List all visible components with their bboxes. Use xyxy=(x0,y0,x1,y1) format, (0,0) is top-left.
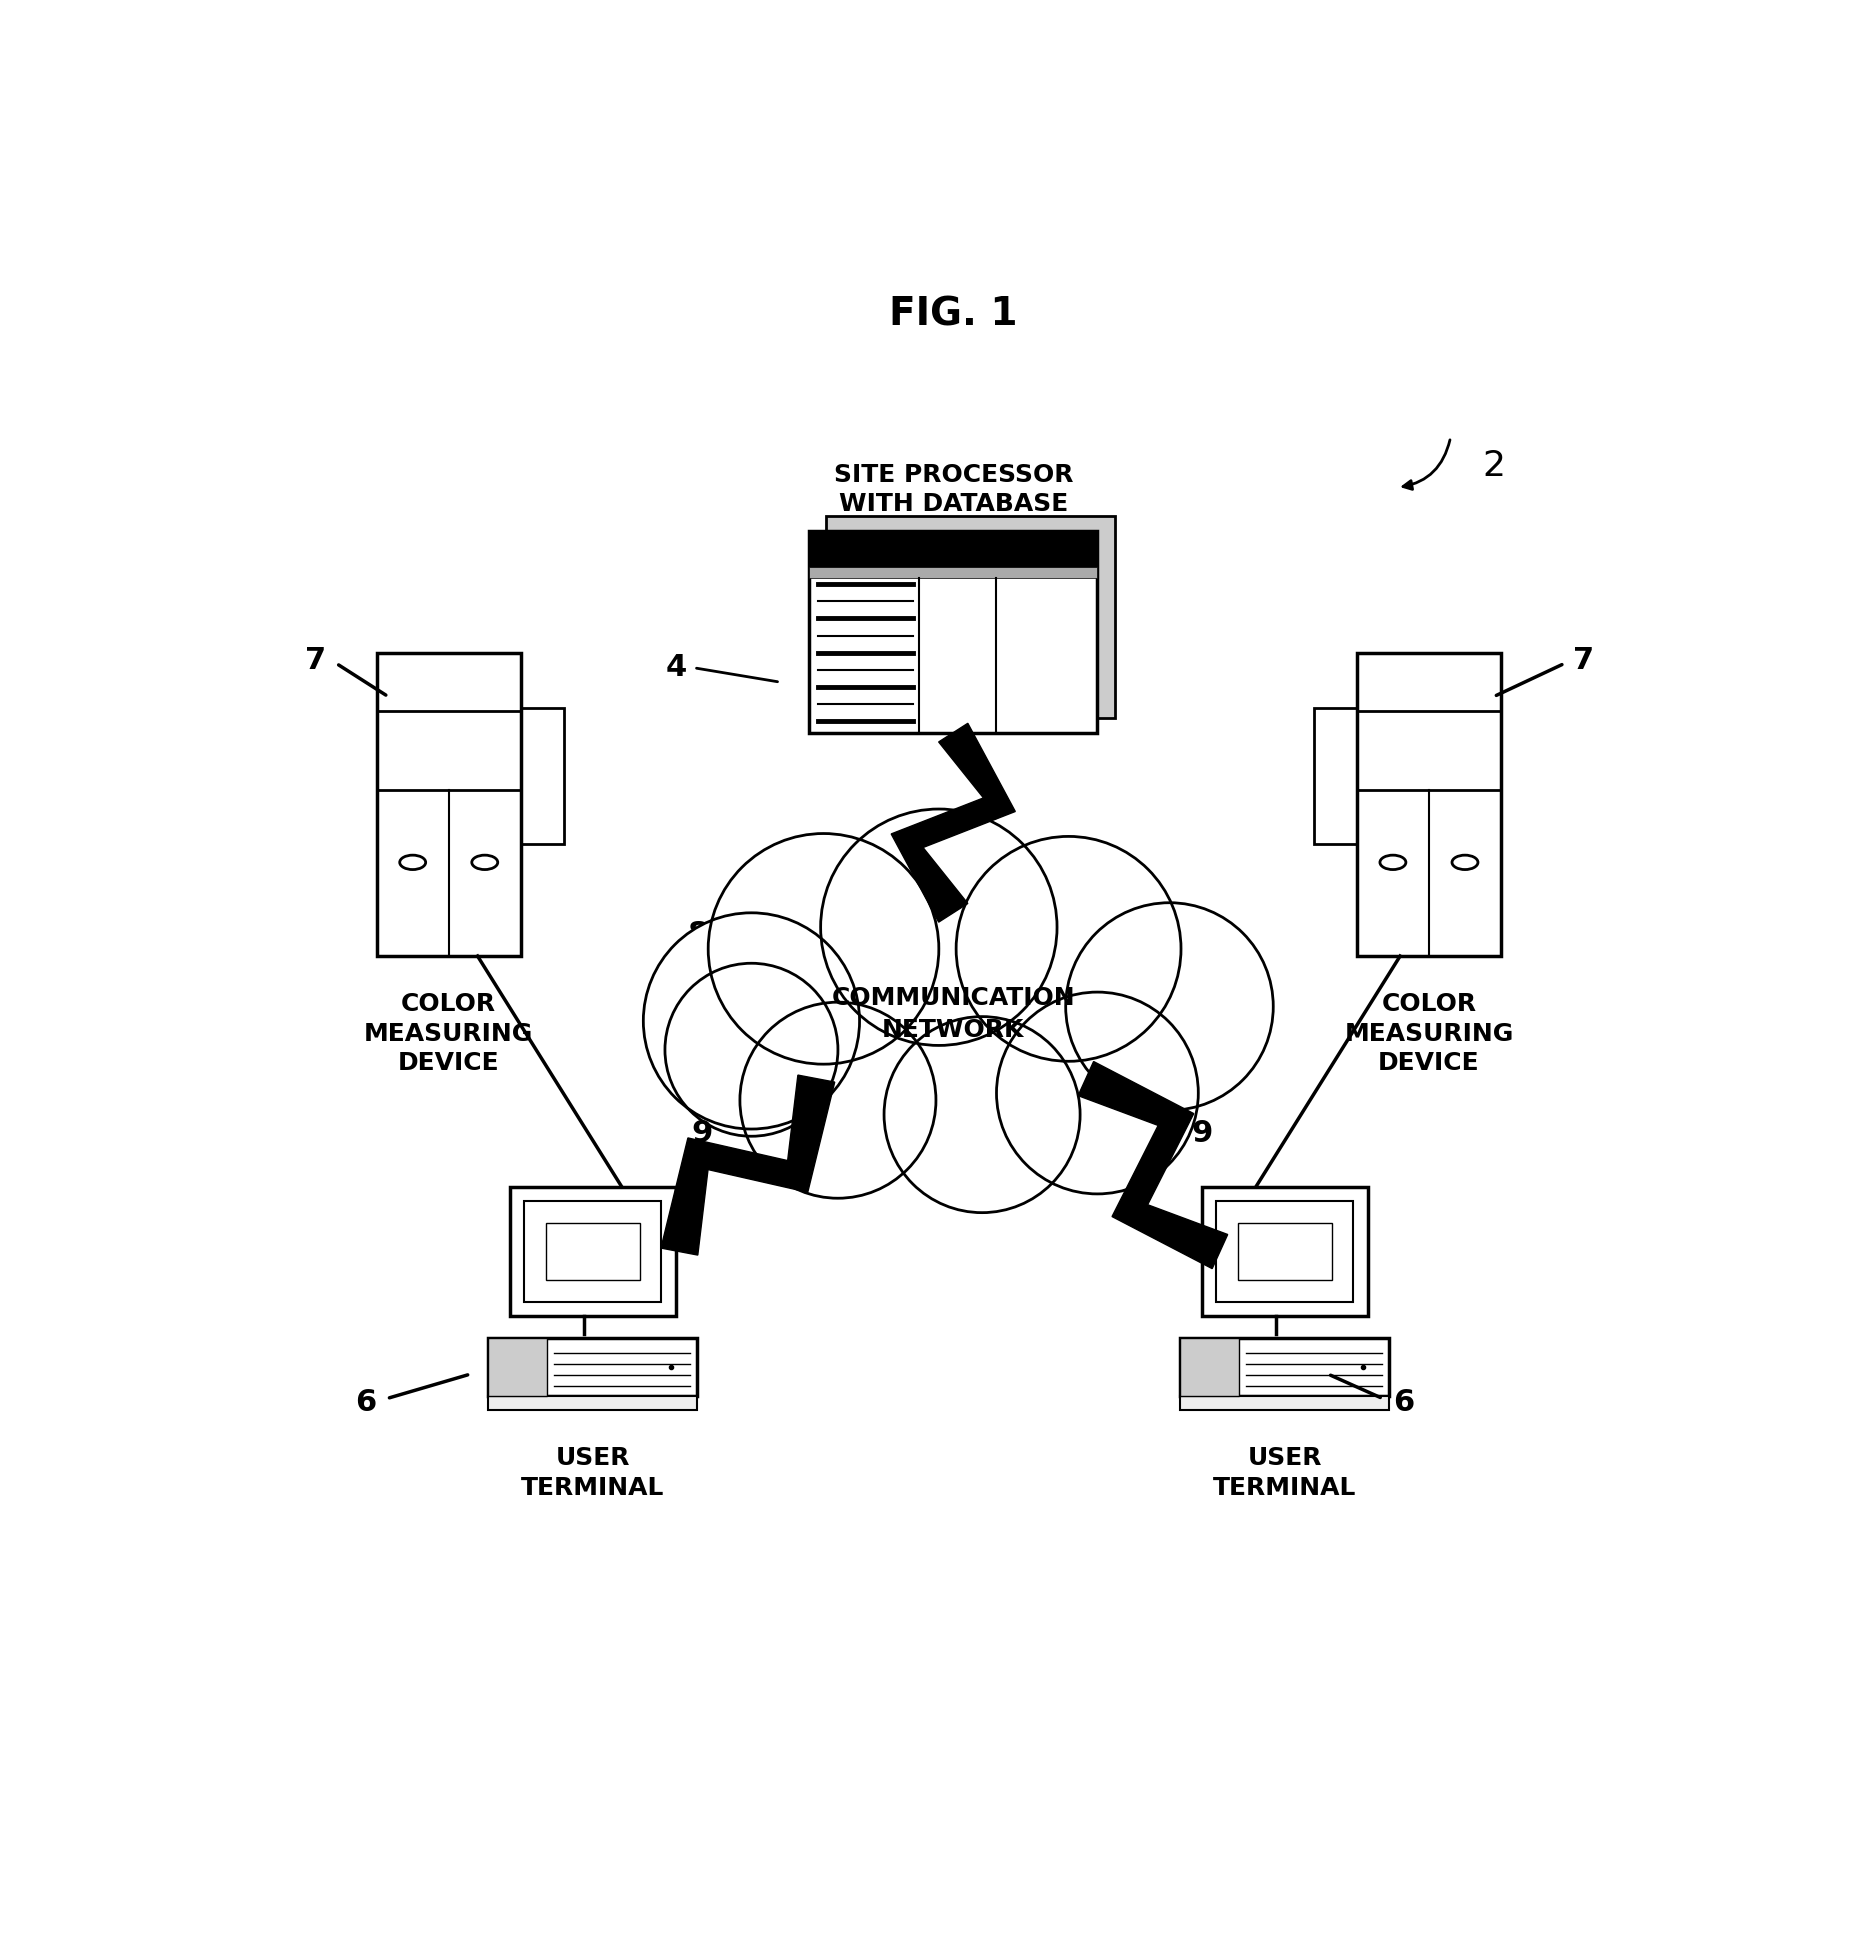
Circle shape xyxy=(1066,902,1274,1111)
Text: 9: 9 xyxy=(1190,1119,1213,1148)
Ellipse shape xyxy=(1380,856,1406,869)
Bar xyxy=(826,517,1114,718)
Text: USER
TERMINAL: USER TERMINAL xyxy=(521,1446,664,1500)
Text: USER
TERMINAL: USER TERMINAL xyxy=(1213,1446,1356,1500)
Bar xyxy=(489,1396,698,1409)
Bar xyxy=(1181,1338,1389,1396)
Circle shape xyxy=(884,1016,1081,1212)
Text: 2: 2 xyxy=(1482,449,1505,482)
Text: FIG. 1: FIG. 1 xyxy=(889,296,1017,333)
Circle shape xyxy=(709,834,939,1065)
Circle shape xyxy=(740,1003,936,1198)
Text: COLOR
MEASURING
DEVICE: COLOR MEASURING DEVICE xyxy=(1345,991,1514,1076)
Ellipse shape xyxy=(472,856,498,869)
Bar xyxy=(525,1200,662,1303)
Text: 6: 6 xyxy=(1393,1388,1414,1417)
Text: COLOR
MEASURING
DEVICE: COLOR MEASURING DEVICE xyxy=(365,991,534,1076)
Text: 4: 4 xyxy=(666,652,686,681)
Text: COMMUNICATION
NETWORK: COMMUNICATION NETWORK xyxy=(831,985,1075,1042)
Bar xyxy=(489,1338,547,1396)
Text: 7: 7 xyxy=(305,647,326,676)
Bar xyxy=(1181,1396,1389,1409)
Ellipse shape xyxy=(1453,856,1479,869)
Bar xyxy=(547,1224,640,1280)
Bar xyxy=(1202,1187,1367,1316)
Polygon shape xyxy=(1079,1061,1228,1268)
Ellipse shape xyxy=(400,856,426,869)
Bar xyxy=(809,530,1097,567)
Bar xyxy=(809,567,1097,579)
Circle shape xyxy=(956,836,1181,1061)
Bar xyxy=(1313,709,1356,844)
Bar xyxy=(510,1187,675,1316)
Text: SITE PROCESSOR
WITH DATABASE: SITE PROCESSOR WITH DATABASE xyxy=(833,463,1073,517)
Circle shape xyxy=(820,809,1056,1045)
Polygon shape xyxy=(660,1074,835,1255)
Text: 6: 6 xyxy=(355,1388,376,1417)
Text: 9: 9 xyxy=(982,798,1003,827)
Bar xyxy=(1216,1200,1354,1303)
Text: 8: 8 xyxy=(686,920,709,949)
Bar xyxy=(1181,1338,1239,1396)
Bar xyxy=(489,1338,698,1396)
FancyArrowPatch shape xyxy=(1402,439,1451,490)
Bar xyxy=(809,530,1097,732)
Circle shape xyxy=(644,912,859,1129)
Circle shape xyxy=(664,964,837,1136)
Bar xyxy=(1356,652,1501,956)
Circle shape xyxy=(997,991,1198,1195)
Bar xyxy=(1239,1224,1332,1280)
Text: 7: 7 xyxy=(1574,647,1594,676)
Bar xyxy=(376,652,521,956)
Bar xyxy=(521,709,564,844)
Polygon shape xyxy=(891,724,1016,922)
Text: 9: 9 xyxy=(692,1119,712,1148)
